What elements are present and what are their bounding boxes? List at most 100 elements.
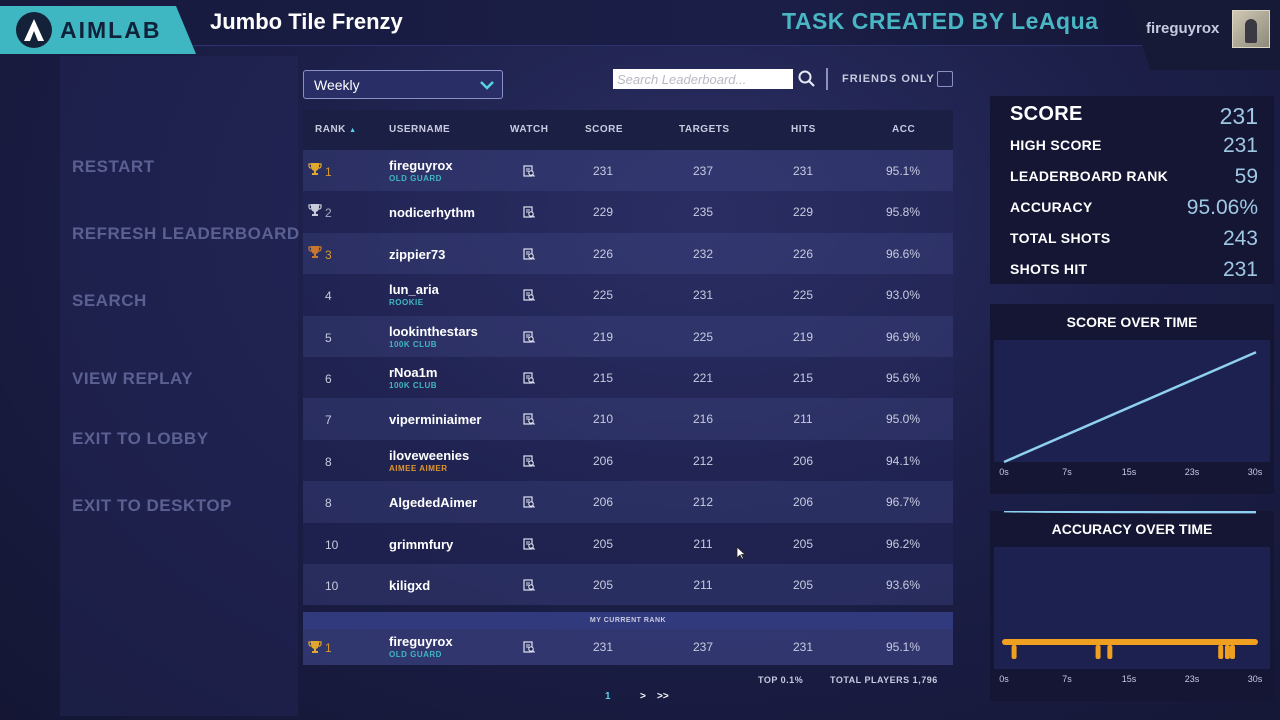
x-tick-label: 23s <box>1185 674 1200 684</box>
targets-value: 232 <box>692 246 714 261</box>
watch-button[interactable] <box>523 206 535 219</box>
username[interactable]: iloveweenies <box>389 447 470 463</box>
total-players: TOTAL PLAYERS 1,796 <box>830 675 938 685</box>
table-row[interactable]: 2 nodicerhythm 229 235 229 95.8% <box>303 191 953 233</box>
username[interactable]: zippier73 <box>389 246 446 262</box>
rank-header[interactable]: RANK ▲ <box>315 124 357 135</box>
acc-header[interactable]: ACC <box>892 124 916 135</box>
leaderboard-rank-value: 59 <box>1234 165 1258 188</box>
username-header[interactable]: USERNAME <box>389 124 451 135</box>
rank-value: 3 <box>325 247 332 262</box>
acc-value: 93.6% <box>885 577 921 592</box>
username[interactable]: grimmfury <box>389 536 454 552</box>
watch-button[interactable] <box>523 496 535 509</box>
table-row[interactable]: 4 lun_aria ROOKIE 225 231 225 93.0% <box>303 274 953 316</box>
exit-to-desktop-button[interactable]: EXIT TO DESKTOP <box>72 496 232 515</box>
hits-value: 206 <box>792 495 814 510</box>
table-row[interactable]: 7 viperminiaimer 210 216 211 95.0% <box>303 398 953 440</box>
watch-replay-icon[interactable] <box>523 641 535 653</box>
search-button[interactable]: SEARCH <box>72 291 147 310</box>
table-row[interactable]: 6 rNoa1m 100K CLUB 215 221 215 95.6% <box>303 356 953 399</box>
targets-value: 212 <box>692 453 714 468</box>
score-chart-title: SCORE OVER TIME <box>1066 314 1198 330</box>
page-current[interactable]: 1 <box>605 691 611 702</box>
watch-replay-icon[interactable] <box>523 413 535 426</box>
username[interactable]: AlgededAimer <box>389 495 478 511</box>
table-row[interactable]: 8 iloveweenies AIMEE AIMER 206 212 206 94.1% <box>303 439 953 482</box>
view-replay-button[interactable]: VIEW REPLAY <box>72 369 194 388</box>
table-header: RANK ▲ USERNAME WATCH SCORE TARGETS HITS… <box>303 110 953 150</box>
acc-value: 94.1% <box>885 453 921 468</box>
watch-button[interactable] <box>523 248 535 260</box>
watch-replay-icon[interactable] <box>523 579 535 591</box>
watch-replay-icon[interactable] <box>523 165 535 177</box>
rank-value: 10 <box>325 578 339 593</box>
acc-value: 95.8% <box>885 205 921 220</box>
watch-replay-icon[interactable] <box>523 206 535 219</box>
watch-replay-icon[interactable] <box>523 248 535 260</box>
miss-marker <box>1218 645 1224 659</box>
period-dropdown[interactable]: Weekly <box>303 70 503 99</box>
watch-button[interactable] <box>523 413 535 426</box>
acc-value: 96.7% <box>885 495 921 510</box>
acc-value: 96.2% <box>885 536 921 551</box>
search-icon[interactable] <box>797 69 817 89</box>
score-header[interactable]: SCORE <box>585 124 624 135</box>
username[interactable]: rNoa1m <box>389 364 438 380</box>
watch-button[interactable] <box>523 330 535 343</box>
avatar[interactable] <box>1232 10 1270 48</box>
miss-marker <box>1107 645 1113 659</box>
watch-button[interactable] <box>523 289 535 302</box>
score-value: 225 <box>592 288 614 303</box>
my-rank-row[interactable]: 1 fireguyrox OLD GUARD 231 237 231 95.1% <box>303 629 953 665</box>
friends-only-label: FRIENDS ONLY <box>842 73 935 85</box>
watch-button[interactable] <box>523 165 535 177</box>
username[interactable]: lun_aria <box>389 282 439 298</box>
page-next-button[interactable]: > <box>640 691 646 702</box>
user-badge: OLD GUARD <box>389 650 442 659</box>
refresh-leaderboard-button[interactable]: REFRESH LEADERBOARD <box>72 224 300 243</box>
table-row[interactable]: 8 AlgededAimer 206 212 206 96.7% <box>303 481 953 523</box>
user-badge: ROOKIE <box>389 298 424 308</box>
restart-button[interactable]: RESTART <box>72 157 155 176</box>
username[interactable]: kiligxd <box>389 577 431 593</box>
username[interactable]: lookinthestars <box>389 323 478 339</box>
table-row[interactable]: 10 kiligxd 205 211 205 93.6% <box>303 563 953 606</box>
watch-replay-icon[interactable] <box>523 372 535 384</box>
username[interactable]: fireguyrox <box>389 158 453 173</box>
targets-value: 211 <box>693 577 713 592</box>
friends-only-checkbox[interactable] <box>937 71 953 87</box>
page-last-button[interactable]: >> <box>657 691 669 702</box>
watch-button[interactable] <box>523 641 535 653</box>
table-row[interactable]: 3 zippier73 226 232 226 96.6% <box>303 232 953 275</box>
username[interactable]: nodicerhythm <box>389 205 475 221</box>
watch-button[interactable] <box>523 455 535 467</box>
acc-value: 95.1% <box>885 640 921 654</box>
targets-value: 216 <box>692 412 714 427</box>
task-credit: TASK CREATED BY LeAqua <box>782 8 1099 34</box>
silver-trophy-icon <box>308 204 322 217</box>
exit-to-lobby-button[interactable]: EXIT TO LOBBY <box>72 429 209 448</box>
score-value: 206 <box>592 495 614 510</box>
watch-replay-icon[interactable] <box>523 496 535 509</box>
targets-header[interactable]: TARGETS <box>679 124 730 135</box>
aimlab-logo: AIMLAB <box>0 6 196 54</box>
username[interactable]: viperminiaimer <box>389 412 482 428</box>
x-tick-label: 30s <box>1248 467 1263 477</box>
watch-replay-icon[interactable] <box>523 455 535 467</box>
watch-replay-icon[interactable] <box>523 330 535 343</box>
watch-button[interactable] <box>523 372 535 384</box>
table-row[interactable]: 1 fireguyrox OLD GUARD 231 237 231 95.1% <box>303 150 953 192</box>
accuracy-chart-title: ACCURACY OVER TIME <box>1051 521 1213 537</box>
search-input[interactable] <box>613 69 793 89</box>
table-row[interactable]: 5 lookinthestars 100K CLUB 219 225 219 96.9% <box>303 315 953 357</box>
watch-replay-icon[interactable] <box>523 537 535 550</box>
username[interactable]: fireguyrox <box>389 634 453 649</box>
watch-replay-icon[interactable] <box>523 289 535 302</box>
hits-header[interactable]: HITS <box>791 124 816 135</box>
mouse-cursor-icon <box>736 546 746 560</box>
watch-button[interactable] <box>523 537 535 550</box>
score-value: 205 <box>592 577 614 592</box>
table-row[interactable]: 10 grimmfury 205 211 205 96.2% <box>303 522 953 564</box>
watch-button[interactable] <box>523 579 535 591</box>
